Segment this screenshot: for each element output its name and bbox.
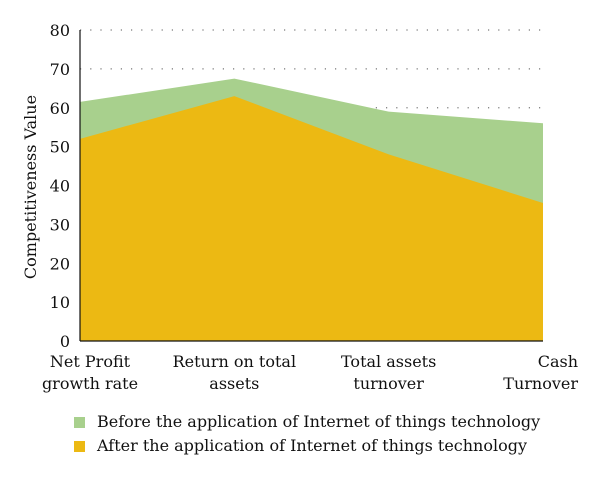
y-tick-label: 0 (60, 332, 70, 351)
x-category-label-line: Cash (538, 352, 578, 371)
y-tick-label: 10 (50, 293, 70, 312)
y-tick-label: 30 (50, 215, 70, 234)
x-category-label: Total assets turnover (341, 352, 436, 393)
y-tick-label: 70 (50, 60, 70, 79)
y-tick-label: 60 (50, 99, 70, 118)
x-category-label-line: growth rate (42, 374, 138, 393)
area-chart: 0 10 20 30 40 50 60 70 80 Net Profit growth rate R… (21, 21, 578, 393)
y-axis-title: Competitiveness Value (21, 95, 40, 279)
axes (79, 30, 543, 342)
x-category-label: Return on total assets (173, 352, 296, 393)
y-tick-label: 20 (50, 254, 70, 273)
legend-label-after: After the application of Internet of thi… (97, 436, 528, 455)
y-tick-label: 80 (50, 21, 70, 40)
y-tick-label: 40 (50, 177, 70, 196)
x-category-label: Cash Turnover (503, 352, 578, 393)
x-category-label-line: Turnover (503, 374, 578, 393)
y-tick-labels: 0 10 20 30 40 50 60 70 80 (50, 21, 70, 351)
legend-item-after: After the application of Internet of thi… (74, 434, 540, 458)
x-category-labels: Net Profit growth rate Return on total asse… (42, 352, 578, 393)
legend-swatch-before (74, 416, 85, 428)
x-category-label-line: turnover (353, 374, 424, 393)
x-category-label: Net Profit growth rate (42, 352, 138, 393)
x-category-label-line: Net Profit (50, 352, 131, 371)
legend-item-before: Before the application of Internet of th… (74, 410, 540, 434)
series-areas (80, 78, 543, 342)
series-area-1 (80, 96, 543, 342)
x-category-label-line: Return on total (173, 352, 296, 371)
legend: Before the application of Internet of th… (74, 410, 540, 458)
x-category-label-line: Total assets (341, 352, 436, 371)
legend-label-before: Before the application of Internet of th… (97, 412, 541, 431)
x-category-label-line: assets (209, 374, 259, 393)
legend-swatch-after (74, 440, 85, 452)
y-tick-label: 50 (50, 138, 70, 157)
